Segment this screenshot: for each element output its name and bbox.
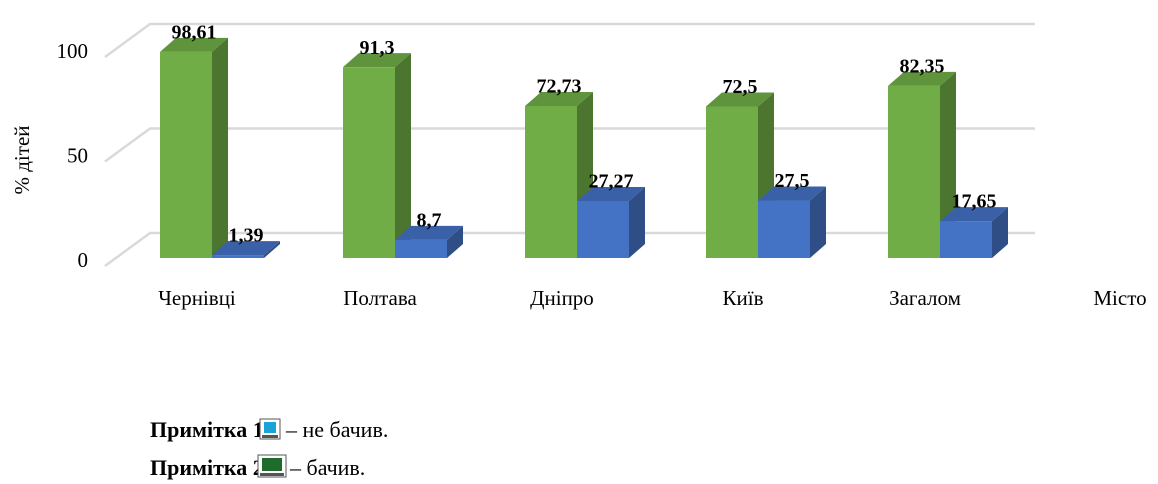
value-label: 98,61 bbox=[172, 21, 217, 43]
value-label: 72,73 bbox=[537, 76, 582, 98]
note-text: – не бачив. bbox=[285, 417, 388, 442]
note-icon-base bbox=[260, 473, 284, 476]
value-label: 72,5 bbox=[723, 76, 758, 98]
bar-top bbox=[940, 207, 1008, 222]
note-icon-swatch bbox=[262, 458, 282, 471]
bar-side bbox=[992, 207, 1008, 258]
x-tick-label: Полтава bbox=[343, 286, 417, 310]
value-label: 82,35 bbox=[900, 55, 945, 77]
bar-top bbox=[343, 53, 411, 68]
bar-top bbox=[525, 91, 593, 106]
bar-top bbox=[395, 225, 463, 240]
value-label: 27,5 bbox=[775, 170, 810, 192]
bar-side bbox=[447, 225, 463, 258]
y-axis-label: % дітей bbox=[10, 126, 34, 195]
bar bbox=[940, 221, 992, 258]
value-label: 17,65 bbox=[952, 191, 997, 213]
bar-side bbox=[395, 53, 411, 258]
bar bbox=[160, 51, 212, 258]
value-label: 91,3 bbox=[360, 37, 395, 59]
y-tick-label: 100 bbox=[57, 39, 89, 63]
bar-top bbox=[212, 241, 280, 256]
value-label: 27,27 bbox=[589, 171, 634, 193]
bar-top bbox=[758, 186, 826, 201]
bar-side bbox=[629, 187, 645, 258]
x-tick-label: Загалом bbox=[889, 286, 961, 310]
bar-side bbox=[264, 241, 280, 258]
x-tick-label: Чернівці bbox=[158, 286, 236, 310]
bar-top bbox=[888, 71, 956, 86]
y-tick-label: 0 bbox=[78, 248, 89, 272]
value-label: 8,7 bbox=[417, 209, 442, 231]
bar bbox=[212, 255, 264, 258]
bar-top bbox=[577, 187, 645, 202]
bar-side bbox=[810, 186, 826, 258]
x-tick-label: Дніпро bbox=[530, 286, 594, 310]
bar bbox=[758, 200, 810, 258]
bar bbox=[395, 239, 447, 258]
bar bbox=[525, 105, 577, 259]
bar-top bbox=[160, 37, 228, 52]
note-label: Примітка 1. bbox=[150, 417, 269, 442]
bar-side bbox=[212, 37, 228, 258]
x-tick-label: Київ bbox=[723, 286, 764, 310]
note-icon-swatch bbox=[264, 422, 276, 433]
bar bbox=[706, 106, 758, 258]
value-label: 1,39 bbox=[229, 225, 264, 247]
x-axis-label: Місто bbox=[1093, 286, 1146, 310]
y-tick-label: 50 bbox=[67, 143, 88, 167]
bar-top bbox=[706, 92, 774, 107]
note-label: Примітка 2. bbox=[150, 455, 269, 480]
bar bbox=[343, 67, 395, 258]
bar bbox=[577, 201, 629, 258]
note-text: – бачив. bbox=[289, 455, 365, 480]
grid-line bbox=[104, 22, 1035, 59]
note-icon-base bbox=[262, 435, 278, 438]
bar bbox=[888, 85, 940, 259]
